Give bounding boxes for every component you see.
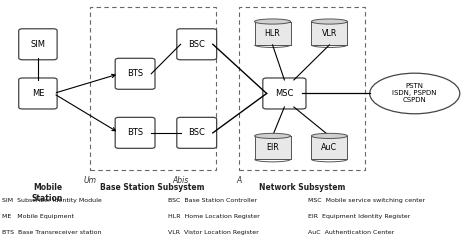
- Ellipse shape: [255, 133, 291, 138]
- Text: Base Station Subsystem: Base Station Subsystem: [100, 183, 205, 192]
- Ellipse shape: [255, 19, 291, 24]
- Text: BTS: BTS: [127, 69, 143, 78]
- Text: PSTN
ISDN, PSPDN
CSPDN: PSTN ISDN, PSPDN CSPDN: [392, 83, 437, 104]
- Text: EIR  Equipment Identity Register: EIR Equipment Identity Register: [308, 214, 410, 219]
- Ellipse shape: [311, 133, 347, 138]
- Text: SIM  Subscriber Identity Module: SIM Subscriber Identity Module: [2, 198, 102, 203]
- Text: BTS  Base Transreceiver station: BTS Base Transreceiver station: [2, 230, 102, 235]
- FancyBboxPatch shape: [263, 78, 306, 109]
- Text: Um: Um: [83, 176, 97, 185]
- Bar: [255, 136, 291, 159]
- Text: HLR  Home Location Register: HLR Home Location Register: [168, 214, 260, 219]
- Text: ME   Mobile Equipment: ME Mobile Equipment: [2, 214, 74, 219]
- Ellipse shape: [311, 19, 347, 24]
- Text: Network Subsystem: Network Subsystem: [259, 183, 345, 192]
- Text: MSC: MSC: [275, 89, 293, 98]
- Text: Mobile
Station: Mobile Station: [32, 183, 63, 203]
- Bar: [311, 21, 347, 45]
- Text: BSC  Base Station Controller: BSC Base Station Controller: [168, 198, 257, 203]
- Text: Abis: Abis: [172, 176, 188, 185]
- FancyBboxPatch shape: [177, 117, 217, 148]
- Bar: [311, 136, 347, 159]
- Text: BSC: BSC: [188, 40, 205, 49]
- FancyBboxPatch shape: [18, 78, 57, 109]
- Ellipse shape: [370, 73, 460, 114]
- FancyBboxPatch shape: [18, 29, 57, 60]
- FancyBboxPatch shape: [115, 58, 155, 89]
- Text: SIM: SIM: [30, 40, 46, 49]
- Text: EIR: EIR: [266, 143, 279, 152]
- Text: ME: ME: [32, 89, 44, 98]
- Text: A: A: [237, 176, 242, 185]
- Text: HLR: HLR: [264, 29, 281, 38]
- Text: AuC  Authentication Center: AuC Authentication Center: [308, 230, 394, 235]
- Text: VLR  Vistor Location Register: VLR Vistor Location Register: [168, 230, 259, 235]
- FancyBboxPatch shape: [177, 29, 217, 60]
- FancyBboxPatch shape: [115, 117, 155, 148]
- Text: VLR: VLR: [322, 29, 337, 38]
- Text: BTS: BTS: [127, 128, 143, 137]
- Text: BSC: BSC: [188, 128, 205, 137]
- Text: AuC: AuC: [321, 143, 337, 152]
- Bar: [255, 21, 291, 45]
- Text: MSC  Mobile service switching center: MSC Mobile service switching center: [308, 198, 425, 203]
